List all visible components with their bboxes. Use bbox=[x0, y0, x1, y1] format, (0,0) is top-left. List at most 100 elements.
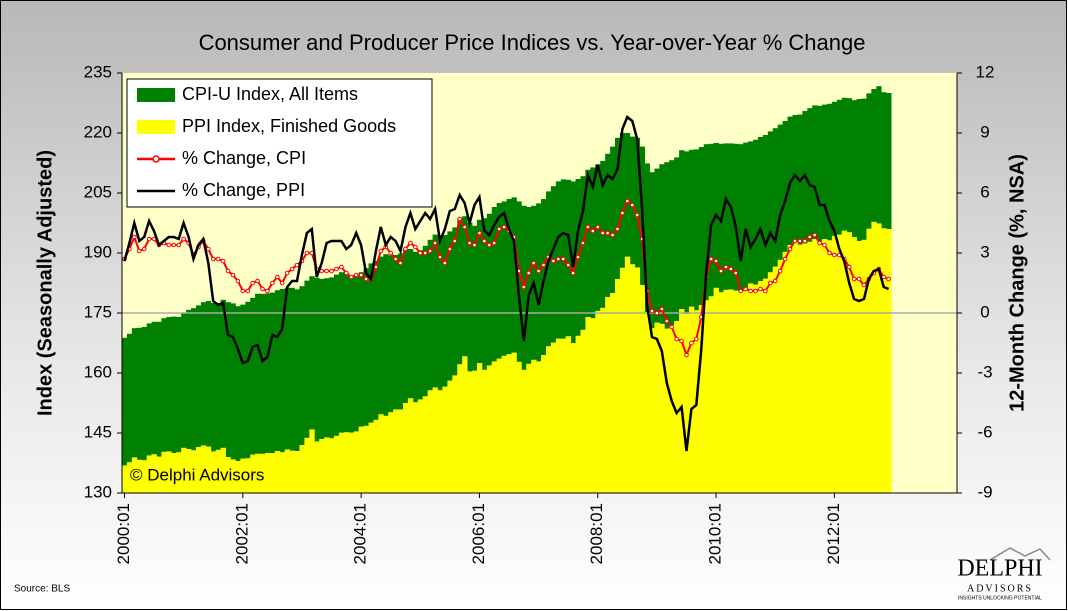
column bbox=[195, 305, 202, 493]
column bbox=[802, 243, 808, 493]
column bbox=[871, 221, 877, 494]
y2-tick-label: 9 bbox=[980, 122, 989, 141]
line-marker bbox=[575, 254, 581, 260]
column bbox=[432, 387, 438, 493]
column bbox=[728, 289, 734, 493]
line-marker bbox=[363, 276, 369, 282]
column bbox=[333, 274, 340, 493]
column bbox=[230, 303, 236, 493]
column bbox=[881, 228, 887, 493]
column bbox=[822, 239, 828, 493]
column bbox=[639, 285, 645, 493]
column bbox=[467, 371, 473, 493]
line-marker bbox=[585, 224, 591, 230]
line-marker bbox=[215, 256, 221, 262]
line-marker bbox=[679, 338, 684, 344]
y2-tick-label: -3 bbox=[977, 362, 992, 381]
line-marker bbox=[605, 230, 610, 236]
column bbox=[619, 267, 626, 493]
column bbox=[501, 201, 507, 493]
column bbox=[136, 459, 143, 493]
column bbox=[545, 191, 552, 493]
column bbox=[235, 461, 241, 493]
line-marker bbox=[245, 288, 251, 294]
line-marker bbox=[501, 224, 507, 230]
column bbox=[462, 216, 468, 493]
y-tick-label: 235 bbox=[84, 62, 112, 81]
column bbox=[649, 328, 655, 493]
column bbox=[314, 277, 320, 493]
line-marker bbox=[758, 286, 763, 292]
column bbox=[319, 279, 325, 493]
column bbox=[541, 355, 547, 493]
column bbox=[220, 447, 226, 493]
y2-tick-label: -9 bbox=[977, 482, 992, 501]
column bbox=[841, 230, 848, 493]
column bbox=[255, 293, 261, 493]
line-marker bbox=[437, 254, 443, 260]
column bbox=[388, 412, 394, 493]
column bbox=[324, 437, 330, 493]
line-marker bbox=[398, 260, 403, 266]
column bbox=[792, 242, 798, 493]
column bbox=[215, 303, 221, 493]
column bbox=[181, 447, 187, 493]
column bbox=[876, 223, 882, 493]
column bbox=[250, 454, 256, 493]
column bbox=[684, 313, 690, 493]
column bbox=[122, 465, 128, 493]
column bbox=[205, 301, 212, 493]
line-marker bbox=[590, 228, 596, 234]
column bbox=[343, 273, 350, 493]
column bbox=[264, 293, 271, 493]
column bbox=[368, 422, 374, 493]
line-marker bbox=[634, 212, 640, 218]
column bbox=[851, 237, 857, 493]
column bbox=[373, 261, 379, 493]
column bbox=[412, 402, 419, 493]
column bbox=[343, 432, 350, 493]
column bbox=[427, 239, 433, 493]
column bbox=[447, 380, 453, 493]
column bbox=[324, 278, 330, 493]
column bbox=[240, 304, 246, 493]
column bbox=[417, 399, 424, 493]
column bbox=[772, 266, 779, 493]
column bbox=[511, 197, 517, 493]
column bbox=[407, 398, 414, 493]
column bbox=[713, 287, 719, 493]
column bbox=[338, 272, 345, 493]
line-marker bbox=[250, 280, 255, 286]
column bbox=[506, 199, 512, 493]
column bbox=[570, 343, 576, 493]
column bbox=[866, 228, 872, 493]
x-tick-label: 2008:01 bbox=[587, 503, 606, 564]
line-marker bbox=[432, 240, 438, 246]
column bbox=[777, 259, 784, 493]
column bbox=[560, 338, 567, 493]
column bbox=[600, 307, 606, 493]
column bbox=[501, 355, 507, 493]
column bbox=[767, 272, 774, 493]
legend-swatch bbox=[137, 120, 175, 134]
column bbox=[659, 323, 665, 493]
column bbox=[555, 338, 562, 493]
column bbox=[304, 280, 310, 493]
line-marker bbox=[817, 240, 822, 246]
column bbox=[333, 435, 340, 493]
column bbox=[536, 361, 542, 493]
y-tick-label: 130 bbox=[84, 482, 112, 501]
line-marker bbox=[827, 250, 832, 256]
line-marker bbox=[447, 246, 453, 252]
column bbox=[422, 396, 429, 493]
line-marker bbox=[536, 268, 541, 274]
column bbox=[486, 213, 493, 494]
line-marker bbox=[541, 262, 546, 268]
column bbox=[373, 419, 379, 493]
x-tick-label: 2000:01 bbox=[114, 503, 133, 564]
column bbox=[723, 289, 729, 493]
column bbox=[496, 358, 503, 493]
column bbox=[319, 439, 325, 493]
line-marker bbox=[260, 286, 265, 292]
column bbox=[181, 312, 187, 493]
